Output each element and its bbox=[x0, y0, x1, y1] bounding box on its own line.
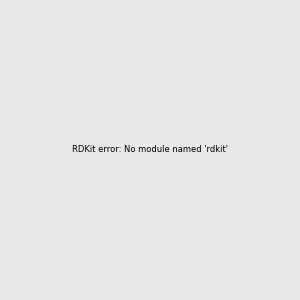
Text: RDKit error: No module named 'rdkit': RDKit error: No module named 'rdkit' bbox=[72, 146, 228, 154]
